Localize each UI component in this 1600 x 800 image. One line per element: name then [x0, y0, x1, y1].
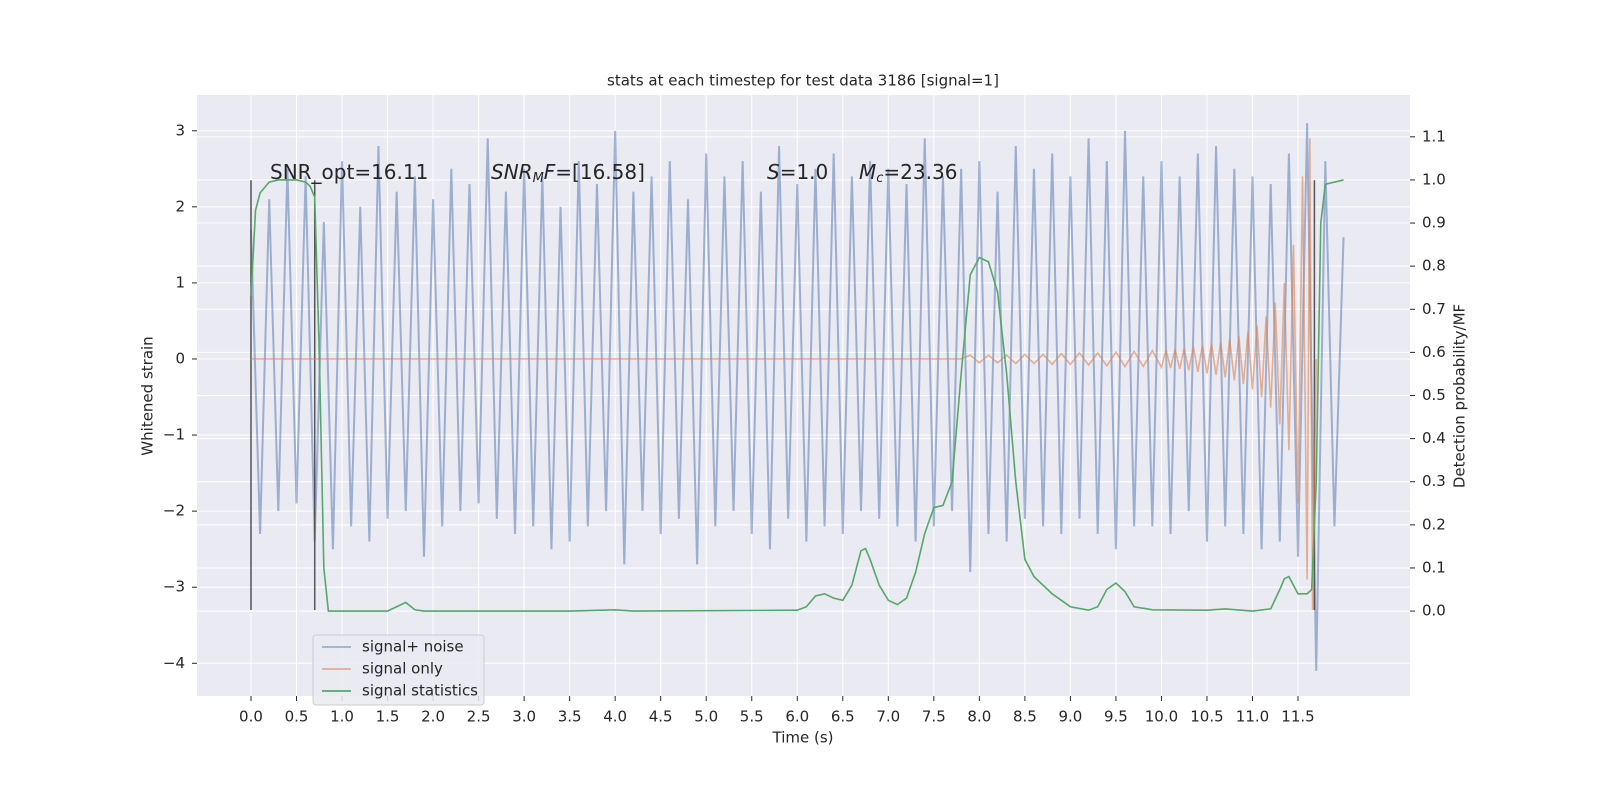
x-tick-label: 10.5	[1190, 708, 1223, 726]
x-tick-label: 5.5	[740, 708, 764, 726]
annotation: SNRMF=[16.58]	[491, 160, 645, 186]
y2-axis-label: Detection probability/MF	[1451, 304, 1469, 488]
chart-title: stats at each timestep for test data 318…	[607, 72, 999, 90]
x-tick-label: 1.5	[376, 708, 400, 726]
x-axis-label: Time (s)	[772, 729, 834, 747]
x-tick-label: 6.5	[831, 708, 855, 726]
x-tick-label: 4.5	[649, 708, 673, 726]
annotation: SNR_opt=16.11	[270, 160, 428, 184]
annotation-part: SNR	[491, 160, 533, 184]
annotation-part: F	[544, 160, 556, 184]
x-tick-label: 4.0	[603, 708, 627, 726]
x-tick-label: 9.5	[1104, 708, 1128, 726]
x-tick-label: 0.0	[239, 708, 263, 726]
x-tick-label: 8.0	[967, 708, 991, 726]
series-line	[249, 123, 1345, 671]
annotation: Mc=23.36	[859, 160, 957, 186]
annotation: S=1.0	[767, 160, 828, 184]
y2-tick-label: 0.7	[1422, 300, 1446, 318]
y-tick-label: −2	[163, 502, 185, 520]
y2-tick-label: 0.8	[1422, 257, 1446, 275]
x-tick-label: 3.0	[512, 708, 536, 726]
legend-box	[312, 634, 485, 706]
annotation-part: S	[767, 160, 780, 184]
x-tick-label: 11.0	[1236, 708, 1269, 726]
y2-tick-label: 0.4	[1422, 429, 1446, 447]
x-tick-label: 2.0	[421, 708, 445, 726]
x-tick-label: 7.5	[922, 708, 946, 726]
series-line	[250, 138, 1318, 611]
x-tick-label: 3.5	[558, 708, 582, 726]
legend-label: signal statistics	[362, 682, 478, 700]
y-tick-label: 2	[175, 197, 185, 215]
x-tick-label: 1.0	[330, 708, 354, 726]
y-tick-label: −4	[163, 654, 185, 672]
x-tick-label: 5.0	[694, 708, 718, 726]
y2-tick-label: 0.1	[1422, 558, 1446, 576]
x-tick-label: 9.0	[1058, 708, 1082, 726]
y2-tick-label: 0.0	[1422, 602, 1446, 620]
legend-label: signal only	[362, 660, 443, 678]
y2-tick-label: 0.5	[1422, 386, 1446, 404]
x-tick-label: 0.5	[285, 708, 309, 726]
y2-tick-label: 1.0	[1422, 170, 1446, 188]
x-tick-label: 6.0	[785, 708, 809, 726]
x-tick-label: 2.5	[467, 708, 491, 726]
annotation-part: M	[533, 171, 544, 186]
annotation-part: =23.36	[883, 160, 957, 184]
y2-tick-label: 0.2	[1422, 515, 1446, 533]
y-tick-label: 3	[175, 121, 185, 139]
y-axis-label: Whitened strain	[139, 336, 157, 455]
annotation-part: M	[859, 160, 876, 184]
annotation-part: SNR_opt=16.11	[270, 160, 428, 184]
y-tick-label: 1	[175, 273, 185, 291]
annotation-part: =1.0	[780, 160, 829, 184]
y2-tick-label: 0.3	[1422, 472, 1446, 490]
y2-tick-label: 0.9	[1422, 214, 1446, 232]
y-tick-label: −1	[163, 426, 185, 444]
series-line	[250, 179, 1344, 612]
x-tick-label: 10.0	[1145, 708, 1178, 726]
x-tick-label: 7.0	[876, 708, 900, 726]
y2-tick-label: 0.6	[1422, 343, 1446, 361]
y-tick-label: −3	[163, 578, 185, 596]
legend: signal+ noise signal only signal statistic…	[312, 634, 485, 706]
x-tick-label: 11.5	[1281, 708, 1314, 726]
x-tick-label: 8.5	[1013, 708, 1037, 726]
y2-tick-label: 1.1	[1422, 127, 1446, 145]
y-tick-label: 0	[175, 349, 185, 367]
annotation-part: c	[876, 171, 883, 186]
annotation-part: =[16.58]	[555, 160, 645, 184]
legend-label: signal+ noise	[362, 638, 464, 656]
